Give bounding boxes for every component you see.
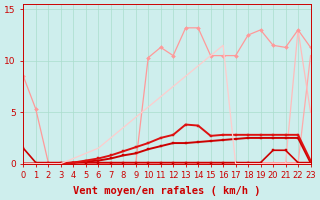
X-axis label: Vent moyen/en rafales ( km/h ): Vent moyen/en rafales ( km/h ): [73, 186, 261, 196]
